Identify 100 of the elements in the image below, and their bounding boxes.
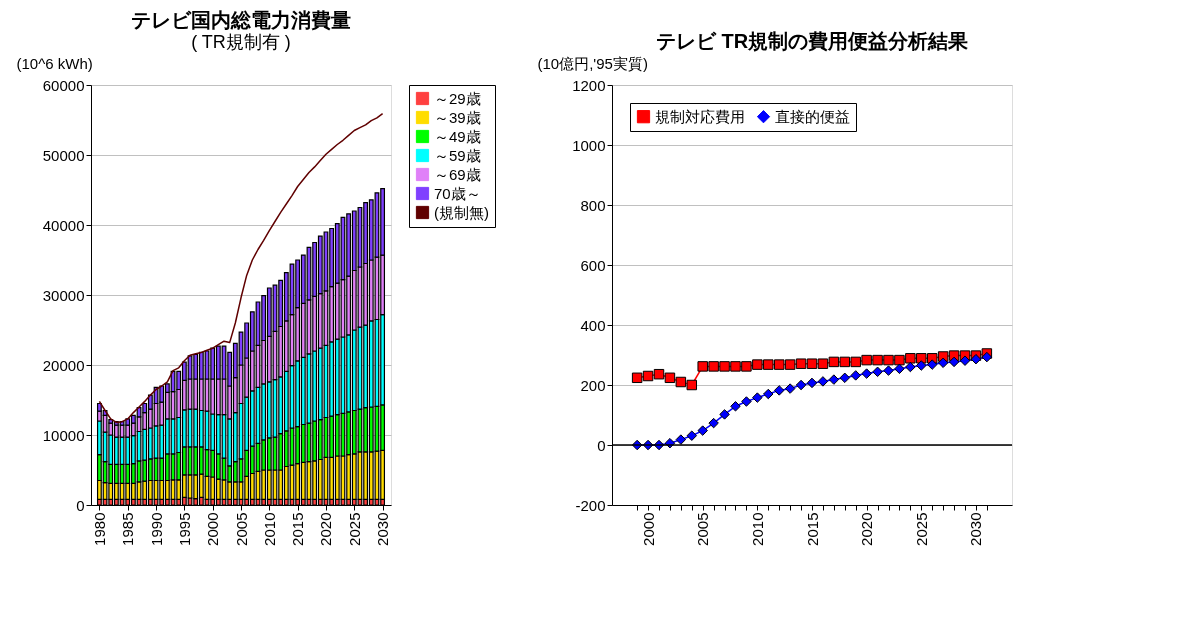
point [839, 356, 851, 368]
point [686, 379, 698, 391]
point [806, 377, 818, 389]
y-tick-label: 0 [597, 436, 606, 454]
point [850, 356, 861, 368]
x-tick-label: 2005 [694, 512, 712, 546]
point [861, 354, 872, 366]
point [828, 356, 840, 368]
x-tick-label: 2000 [639, 512, 657, 546]
point [708, 417, 719, 429]
point [905, 361, 916, 373]
point [894, 354, 905, 366]
point [719, 361, 730, 372]
point [784, 359, 796, 370]
x-tick-label: 2025 [912, 512, 930, 546]
y-tick-label: 200 [580, 376, 606, 394]
point [631, 372, 643, 384]
point [686, 430, 698, 441]
chart-title: テレビ TR規制の費用便益分析結果 [655, 30, 970, 52]
point [948, 356, 960, 368]
point [730, 401, 741, 412]
point [937, 357, 949, 369]
point [784, 383, 796, 394]
legend-label: ～49歳 [434, 127, 481, 145]
point [872, 354, 883, 366]
point [883, 365, 894, 376]
point [653, 368, 665, 380]
point [763, 359, 774, 370]
point [675, 434, 687, 445]
y-tick-label: 600 [580, 256, 606, 274]
y-tick-label: 800 [580, 196, 606, 214]
x-tick-label: 2015 [803, 512, 821, 546]
x-tick-label: 1985 [119, 512, 137, 546]
legend-label: 規制対応費用 [655, 107, 745, 125]
point [642, 370, 654, 382]
x-tick-label: 2005 [232, 512, 250, 546]
point [708, 361, 719, 372]
y-tick-label: 0 [76, 496, 85, 514]
x-tick-label: 1995 [175, 512, 193, 546]
point [916, 353, 927, 364]
legend-label: ～59歳 [434, 146, 481, 164]
point [752, 392, 763, 403]
point [883, 354, 894, 366]
y-tick-label: 60000 [42, 76, 85, 94]
legend-label: ～69歳 [434, 165, 481, 183]
y-tick-label: -200 [575, 496, 606, 514]
point [959, 355, 971, 366]
point [741, 361, 752, 372]
x-tick-label: 2030 [374, 512, 392, 546]
x-tick-label: 2000 [204, 512, 222, 546]
x-tick-label: 2020 [317, 512, 335, 546]
point [773, 359, 785, 370]
point [730, 361, 741, 372]
point [763, 388, 774, 400]
y-tick-label: 400 [580, 316, 606, 334]
x-tick-label: 2020 [858, 512, 876, 546]
y-tick-label: 20000 [42, 356, 85, 374]
legend-label: 直接的便益 [775, 107, 850, 125]
point [839, 372, 851, 384]
chart-title: テレビ国内総電力消費量 [131, 9, 351, 31]
point [741, 396, 752, 407]
x-tick-label: 2015 [289, 512, 307, 546]
point [861, 368, 872, 379]
point [795, 379, 807, 391]
point [752, 359, 763, 370]
point [817, 376, 829, 387]
legend-label: (規制無) [434, 203, 489, 221]
point [664, 372, 676, 384]
x-tick-label: 1990 [147, 512, 165, 546]
y-tick-label: 40000 [42, 216, 85, 234]
y-tick-label: 10000 [42, 426, 85, 444]
y-axis-title: (10億円,'95実質) [537, 54, 648, 72]
line-series [98, 112, 384, 424]
legend-label: ～39歳 [434, 108, 481, 126]
y-tick-label: 50000 [42, 146, 85, 164]
point [817, 358, 829, 369]
x-tick-label: 1980 [90, 512, 108, 546]
y-axis-title: (10^6 kWh) [16, 54, 93, 72]
legend-label: 70歳～ [434, 184, 481, 202]
point [970, 353, 982, 365]
point [916, 360, 927, 371]
point [697, 361, 708, 372]
point [926, 359, 938, 370]
x-tick-label: 2025 [345, 512, 363, 546]
point [872, 366, 883, 378]
point [850, 370, 861, 381]
x-tick-label: 2030 [967, 512, 985, 546]
y-tick-label: 30000 [42, 286, 85, 304]
point [773, 385, 785, 396]
point [828, 374, 840, 385]
x-tick-label: 2010 [748, 512, 766, 546]
point [795, 358, 807, 369]
y-tick-label: 1000 [572, 136, 606, 154]
legend-label: ～29歳 [434, 89, 481, 107]
y-tick-label: 1200 [572, 76, 606, 94]
x-tick-label: 2010 [260, 512, 278, 546]
chart-subtitle: ( TR規制有 ) [191, 32, 291, 52]
point [675, 376, 687, 388]
point [719, 409, 730, 420]
point [981, 351, 993, 363]
